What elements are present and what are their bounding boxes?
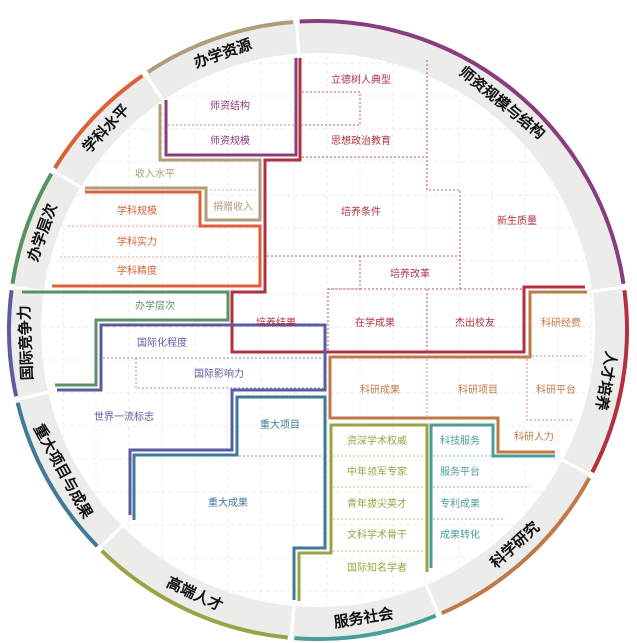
label-service-platforms: 服务平台 [440,465,480,478]
label-faculty-scale: 师资规模 [210,134,250,147]
segment-separator [289,604,296,641]
label-patent-results: 专利成果 [440,497,480,510]
talent-outline [230,58,585,354]
ring-band [11,23,625,637]
label-freshman-quality: 新生质量 [497,214,537,227]
segment-arc [53,74,144,170]
label-intl-scholars: 国际知名学者 [347,561,407,574]
segment-separator [560,458,595,478]
label-tech-transfer: 成果转化 [440,528,480,541]
label-world-class-marks: 世界一流标志 [94,410,154,423]
label-major-achievements: 重大成果 [208,496,248,509]
label-research-funding: 科研经费 [541,316,581,329]
elite-outline [297,423,429,601]
label-young-talents: 青年拔尖英才 [347,497,407,510]
discipline-outline [52,190,262,288]
segment-separator [96,524,124,552]
segment-arc [299,19,626,285]
research-outline [328,290,587,454]
label-student-achievements: 在学成果 [355,316,395,329]
segment-separator [49,168,83,190]
segment-arc [7,289,19,397]
label-research-output: 科研成果 [360,383,400,396]
segment-intl: 国际竞争力 [7,289,50,402]
segment-arc [100,549,289,640]
segment-separator [13,390,50,402]
label-donation-income: 捐赠收入 [213,200,253,213]
segment-arc [15,402,99,548]
label-research-staff: 科研人力 [514,430,554,443]
label-midcareer-leaders: 中年领军专家 [347,465,407,478]
segment-separator [591,285,628,294]
label-faculty-structure: 师资结构 [210,99,250,112]
label-internationalization: 国际化程度 [137,336,187,349]
resources-outline [85,104,262,222]
label-discipline-strength: 学科实力 [117,235,157,248]
segment-arc [590,289,629,474]
label-income-level: 收入水平 [135,167,175,180]
label-research-platforms: 科研平台 [536,383,576,396]
segment-arc [146,20,294,74]
label-training-conditions: 培养条件 [341,205,381,218]
region-labels: 师资结构 师资规模 收入水平 捐赠收入 学科规模 学科实力 学科精度 办学层次 … [94,73,581,574]
faculty-outline [164,58,298,157]
segment-label-intl: 国际竞争力 [15,305,36,381]
label-training-results: 培养结果 [256,316,296,329]
label-international-influence: 国际影响力 [194,367,244,380]
label-distinguished-alumni: 杰出校友 [455,316,495,329]
projects-outline [132,395,327,600]
segment-arc [10,172,54,285]
label-ideological-education: 思想政治教育 [331,134,391,147]
service-outline [429,423,555,568]
dotted-dividers [60,60,585,552]
label-senior-authorities: 资深学术权威 [347,434,407,447]
label-major-projects: 重大项目 [260,418,300,431]
level-outline [22,290,230,387]
segment-separator [424,583,442,618]
segment-separator [142,70,165,103]
segment-arc [294,613,437,641]
label-school-level: 办学层次 [135,299,175,312]
region-outlines [22,58,587,601]
intl-outline [57,323,327,515]
segment-talent: 人才培养 [590,285,629,474]
segment-label-faculty: 师资规模与结构 [456,63,549,143]
label-humanities-backbone: 文科学术骨干 [347,528,407,541]
label-research-projects: 科研项目 [458,383,498,396]
label-training-reform: 培养改革 [390,267,430,280]
segment-arc [440,476,592,615]
label-moral-model: 立德树人典型 [331,73,391,86]
label-discipline-scale: 学科规模 [117,204,157,217]
segment-separator [294,18,301,55]
label-discipline-precision: 学科精度 [117,264,157,277]
label-tech-services: 科技服务 [440,434,480,447]
